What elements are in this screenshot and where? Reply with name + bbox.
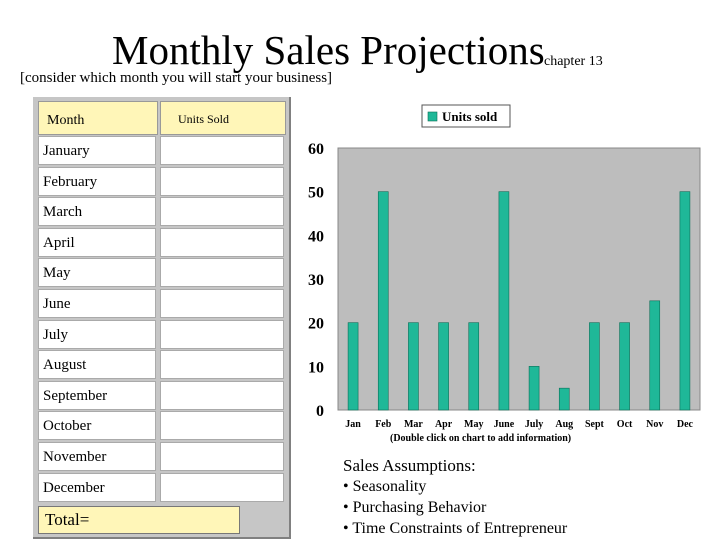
x-tick-label: July [525,419,543,430]
month-label: April [43,234,75,251]
bar [679,191,691,411]
bar [438,322,449,411]
legend-swatch [427,111,438,122]
units-input-cell[interactable] [160,166,284,196]
units-sold-chart[interactable]: 0 10 20 30 40 50 60 Jan Feb Mar Apr May June July Aug S… [295,100,705,430]
assumption-item: • Seasonality [343,476,567,497]
bar [347,322,359,411]
y-tick-label: 20 [308,316,324,333]
x-tick-label: Sept [585,419,605,430]
assumption-text: Time Constraints of Entrepreneur [352,520,568,537]
bar [408,322,419,411]
bar [649,300,661,411]
total-cell[interactable]: Total= [38,506,240,534]
assumption-text: Seasonality [352,478,427,495]
month-cell: April [38,227,156,257]
assumptions-list: • Seasonality • Purchasing Behavior • Time… [343,476,567,539]
month-label: December [43,479,105,496]
y-tick-label: 50 [308,185,324,202]
x-tick-label: Apr [435,419,453,430]
month-label: March [43,204,83,221]
month-cell: June [38,289,156,318]
bar [528,366,540,411]
x-tick-label: Dec [677,419,694,430]
month-header-label: Month [47,113,85,128]
plot-area [337,147,701,411]
month-label: September [43,387,108,404]
bar [619,322,630,411]
month-label: May [43,265,71,282]
month-cell: December [38,472,156,502]
month-label: August [43,357,87,374]
month-cell: September [38,380,156,410]
month-cell: October [38,411,156,441]
month-cell: July [38,319,156,349]
month-cell: February [38,166,156,196]
month-label: February [43,173,98,190]
x-tick-label: Jan [345,419,361,430]
x-tick-label: Mar [404,419,423,430]
units-header-label: Units Sold [178,112,230,126]
x-tick-label: June [494,419,515,430]
bullet-icon: • [343,478,353,495]
units-input-cell[interactable] [160,350,284,380]
assumption-item: • Time Constraints of Entrepreneur [343,518,567,539]
legend [421,104,511,128]
x-tick-label: May [464,419,483,430]
units-input-cell[interactable] [160,319,284,349]
subtitle: [consider which month you will start you… [20,70,333,86]
y-tick-label: 40 [308,228,324,245]
month-label: July [43,326,69,343]
units-input-cell[interactable] [160,258,284,288]
y-tick-label: 0 [316,403,324,420]
assumption-text: Purchasing Behavior [352,499,487,516]
assumptions-heading: Sales Assumptions: [343,456,476,475]
bar [468,322,480,411]
month-cell: March [38,197,156,227]
page-title: Monthly Sales Projections [112,27,545,73]
y-tick-label: 10 [308,359,324,376]
bullet-icon: • [343,520,353,537]
month-label: January [43,143,90,159]
x-tick-label: Oct [617,419,633,430]
units-input-cell[interactable] [160,442,284,471]
units-input-cell[interactable] [160,289,284,318]
units-input-cell[interactable] [160,227,284,257]
month-label: June [43,296,71,312]
x-tick-label: Nov [646,419,663,430]
x-tick-label: Feb [375,419,392,430]
month-cell: August [38,350,156,380]
units-input-cell[interactable] [160,380,284,410]
legend-label: Units sold [442,109,498,124]
bullet-icon: • [343,499,353,516]
x-tick-label: Aug [555,419,573,430]
y-tick-label: 60 [308,141,324,158]
month-label: October [43,418,92,435]
chapter-label: chapter 13 [544,54,603,69]
assumption-item: • Purchasing Behavior [343,497,567,518]
total-label: Total= [45,510,90,529]
units-input-cell[interactable] [160,136,284,165]
units-column-header: Units Sold [160,101,286,135]
month-cell: January [38,136,156,165]
chart-note: (Double click on chart to add informatio… [390,433,572,444]
y-tick-label: 30 [308,272,324,289]
month-cell: November [38,442,156,471]
bar [498,191,510,411]
units-input-cell[interactable] [160,411,284,441]
bar [558,387,570,411]
month-label: November [43,449,107,465]
bar [589,322,600,411]
sales-assumptions: Sales Assumptions: • Seasonality • Purcha… [343,455,567,539]
month-column-header: Month [38,101,158,135]
bar [377,191,389,411]
units-input-cell[interactable] [160,472,284,502]
month-cell: May [38,258,156,288]
units-input-cell[interactable] [160,197,284,227]
